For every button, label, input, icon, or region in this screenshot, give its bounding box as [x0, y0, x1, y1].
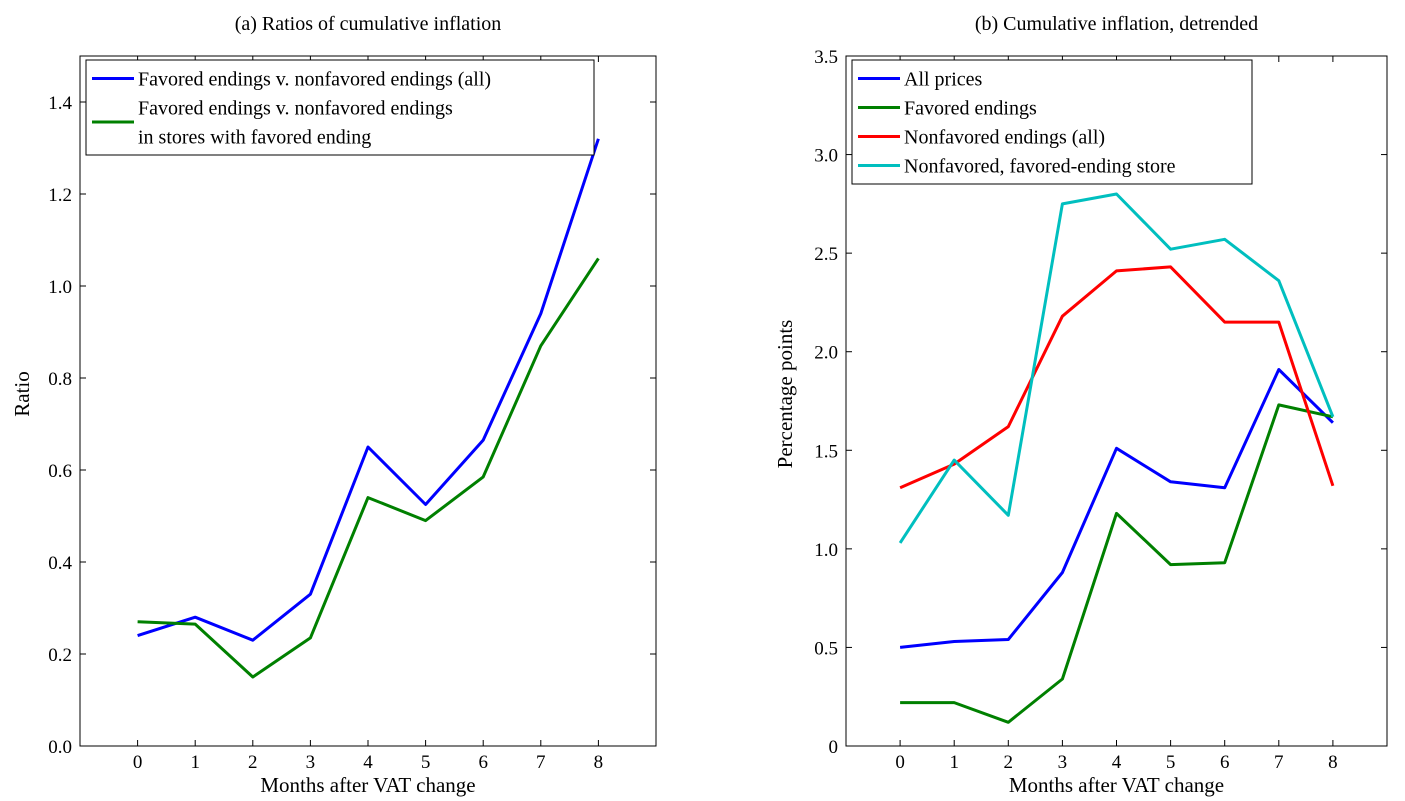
chart-title: (a) Ratios of cumulative inflation [235, 13, 502, 35]
y-axis-label: Ratio [10, 371, 34, 417]
legend-label: Favored endings v. nonfavored endings (a… [138, 69, 491, 91]
x-tick-label: 2 [1004, 752, 1014, 773]
x-tick-label: 1 [949, 752, 959, 773]
y-tick-label: 2.5 [814, 244, 838, 265]
y-tick-label: 1.0 [48, 277, 72, 298]
y-axis-label: Percentage points [773, 320, 797, 469]
x-tick-label: 7 [1274, 752, 1284, 773]
series-line-4 [898, 192, 1335, 544]
plot-frame [79, 55, 657, 747]
panel-a-ratios-chart: (a) Ratios of cumulative inflation 0 1 2 3 4 5… [10, 13, 657, 797]
legend-label: Favored endings v. nonfavored endings [138, 98, 453, 120]
x-tick-label: 4 [363, 752, 373, 773]
y-tick-label: 1.5 [814, 441, 838, 462]
y-tick-label: 1.2 [48, 185, 72, 206]
legend-label: Nonfavored endings (all) [904, 127, 1105, 149]
x-tick-label: 1 [190, 752, 200, 773]
y-tick-label: 0.4 [48, 553, 72, 574]
x-tick-label: 8 [1328, 752, 1338, 773]
legend: All prices Favored endings Nonfavored endi… [851, 59, 1253, 185]
y-tick-label: 0.0 [48, 737, 72, 758]
x-tick-label: 8 [594, 752, 604, 773]
panel-b-detrended-chart: (b) Cumulative inflation, detrended 0 1 2 3 4… [773, 13, 1388, 797]
legend-box [85, 59, 595, 156]
x-tick-label: 6 [1220, 752, 1230, 773]
x-tick-label: 6 [478, 752, 488, 773]
legend-label: in stores with favored ending [138, 127, 371, 149]
y-tick-label: 0.6 [48, 461, 72, 482]
x-axis-label: Months after VAT change [1009, 773, 1224, 797]
y-tick-label: 0 [829, 737, 839, 758]
y-tick-label: 1.4 [48, 93, 72, 114]
y-tick-label: 3.5 [814, 47, 838, 68]
y-tick-label: 0.2 [48, 645, 72, 666]
legend: Favored endings v. nonfavored endings (a… [85, 59, 595, 156]
y-tick-label: 0.8 [48, 369, 72, 390]
y-tick-label: 2.0 [814, 343, 838, 364]
x-tick-label: 0 [133, 752, 143, 773]
chart-title: (b) Cumulative inflation, detrended [975, 13, 1258, 35]
y-tick-label: 0.5 [814, 638, 838, 659]
legend-label: Favored endings [904, 98, 1037, 120]
x-axis-label: Months after VAT change [260, 773, 475, 797]
y-tick-label: 1.0 [814, 540, 838, 561]
x-tick-label: 5 [421, 752, 431, 773]
x-tick-label: 5 [1166, 752, 1176, 773]
y-tick-label: 3.0 [814, 146, 838, 167]
x-tick-label: 0 [895, 752, 905, 773]
series-line-2 [137, 257, 600, 679]
series-line-1 [137, 138, 600, 642]
series-line-1 [899, 368, 1334, 649]
x-tick-label: 4 [1112, 752, 1122, 773]
legend-label: All prices [904, 69, 983, 91]
x-tick-label: 3 [1058, 752, 1068, 773]
legend-box [851, 59, 1253, 185]
series-line-2 [900, 403, 1334, 724]
x-tick-label: 7 [536, 752, 546, 773]
x-tick-label: 2 [248, 752, 258, 773]
legend-label: Nonfavored, favored-ending store [904, 156, 1176, 178]
series-line-3 [899, 265, 1335, 490]
x-tick-label: 3 [306, 752, 316, 773]
